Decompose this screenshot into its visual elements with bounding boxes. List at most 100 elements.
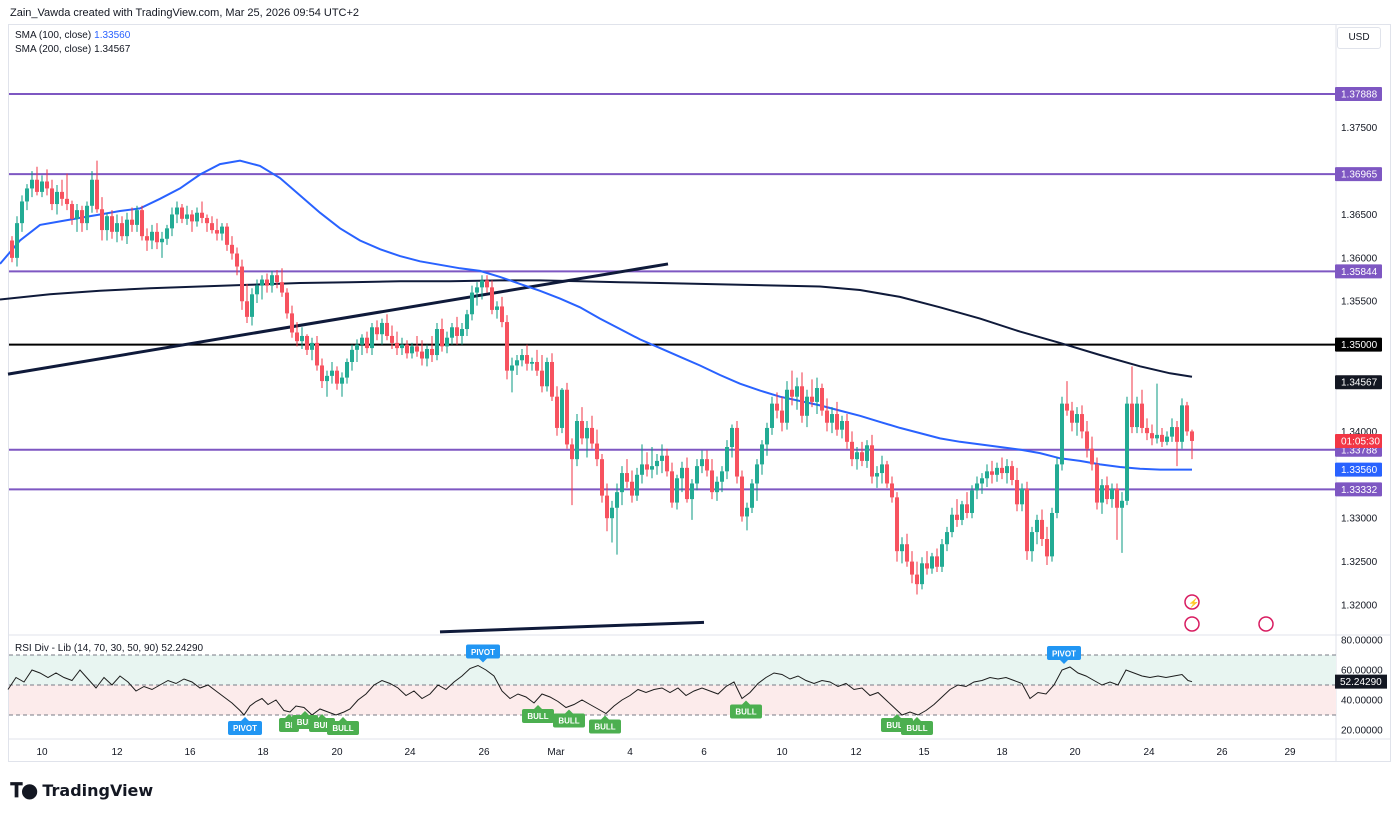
candle-body [875,473,879,477]
pivot-marker-arrow [1060,660,1068,664]
bull-marker [327,721,359,735]
candle-body [455,327,459,336]
candle-body [50,188,54,205]
candle-body [1005,466,1009,474]
candle-body [85,205,89,224]
candle-body [880,464,884,474]
candle-body [190,214,194,222]
candle-body [1120,500,1124,508]
candle-body [410,346,414,354]
candle-body [890,483,894,498]
bull-marker-label: BI [285,721,293,730]
bull-marker-label: BULL [527,712,548,721]
candle-body [785,389,789,423]
flag-uk-icon [1184,616,1200,632]
time-tick-label: 12 [850,747,862,758]
bull-marker-arrow [913,717,921,721]
price-tick-label: 1.37500 [1341,123,1378,134]
price-tag-bg [1335,375,1382,390]
level-price-tag: 1.33788 [1341,445,1378,456]
candle-body [130,219,134,225]
candle-body [550,361,554,397]
time-tick-label: 20 [1069,747,1081,758]
price-tag: 1.34567 [1341,378,1378,389]
candle-body [1125,403,1129,501]
candle-body [155,231,159,243]
candle-body [475,287,479,293]
bull-marker-label: BUL [297,718,314,727]
candle-body [365,337,369,349]
candle-body [895,497,899,552]
candle-body [675,478,679,503]
bull-marker-arrow [893,714,901,718]
candle-body [1055,464,1059,513]
time-tick-label: 12 [111,747,123,758]
candle-body [820,388,824,411]
candle-body [525,355,529,364]
candle-body [315,342,319,366]
candle-body [945,532,949,545]
price-tag-bg [1335,462,1382,477]
candle-body [65,198,69,205]
candle-body [360,337,364,345]
candle-body [635,474,639,496]
candle-body [390,335,394,343]
candle-body [45,181,49,189]
candle-body [285,292,289,314]
time-tick-label: 18 [996,747,1008,758]
candle-body [460,329,464,336]
currency-button[interactable]: USD [1337,27,1381,49]
candle-body [520,355,524,361]
rsi-value-tag: 52.24290 [1340,677,1382,688]
candle-body [685,467,689,500]
candle-body [140,210,144,237]
time-tick-label: 10 [776,747,788,758]
candle-body [405,344,409,354]
tradingview-logo[interactable]: 𝐓● TradingView [10,778,153,802]
candle-body [825,410,829,423]
candle-body [1090,448,1094,465]
candle-body [1150,433,1154,439]
candle-body [115,223,119,232]
time-tick-label: Mar [547,747,565,758]
price-tick-label: 1.33000 [1341,514,1378,525]
candle-body [1030,532,1034,552]
candle-body [565,389,569,445]
candle-body [710,470,714,493]
candle-body [135,210,139,225]
candle-body [925,563,929,569]
rsi-legend[interactable]: RSI Div - Lib (14, 70, 30, 50, 90) 52.242… [15,643,203,654]
candle-body [25,188,29,202]
candle-body [1180,405,1184,442]
bull-marker-label: BULL [886,721,907,730]
candle-body [305,335,309,350]
bull-marker-arrow [285,714,293,718]
candle-body [355,344,359,350]
bull-marker [522,709,554,723]
candle-body [560,389,564,428]
trendline [439,620,705,634]
sma100-legend[interactable]: SMA (100, close) 1.33560 [15,30,130,41]
candle-body [695,466,699,484]
candle-body [910,561,914,575]
candle-body [760,444,764,465]
candle-body [770,403,774,428]
rsi-lower-zone [9,685,1336,715]
candle-body [440,329,444,347]
candle-body [795,386,799,397]
candle-body [515,360,519,366]
candle-body [380,322,384,335]
candle-body [490,287,494,310]
candle-body [1165,436,1169,442]
bull-marker-label: BUL [314,721,331,730]
candle-body [955,514,959,520]
candle-body [1040,519,1044,540]
rsi-line [7,664,1193,716]
candle-body [1170,427,1174,437]
sma200-legend[interactable]: SMA (200, close) 1.34567 [15,44,130,55]
level-price-tag: 1.33332 [1341,485,1378,496]
bull-marker [901,721,933,735]
candle-body [435,329,439,356]
time-tick-label: 26 [478,747,490,758]
